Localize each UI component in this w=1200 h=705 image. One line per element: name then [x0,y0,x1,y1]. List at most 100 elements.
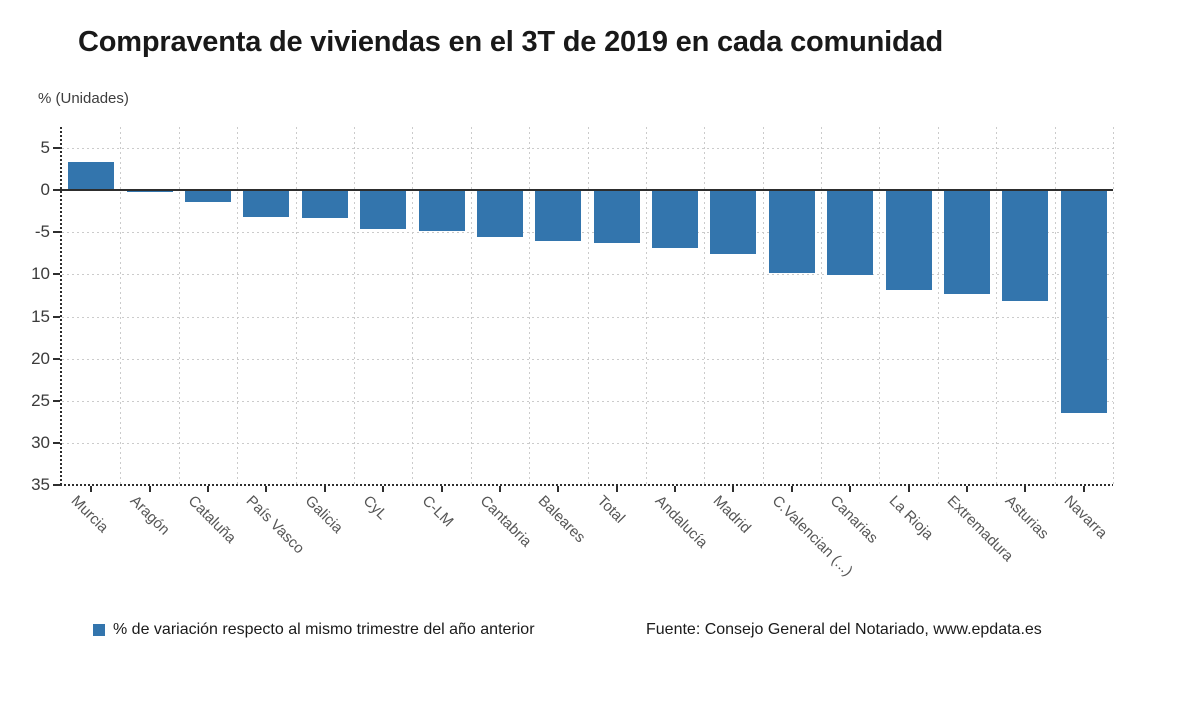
x-axis-tick [148,486,151,492]
chart-title: Compraventa de viviendas en el 3T de 201… [78,26,943,58]
bar-madrid[interactable] [710,190,757,255]
x-axis-tick [849,486,852,492]
vertical-gridline [996,127,998,485]
y-axis-tick-label: 30 [31,432,50,452]
x-axis-category-label: Baleares [534,492,589,547]
vertical-gridline [879,127,881,485]
bar-total[interactable] [593,190,640,244]
y-axis-tick-label: 10 [31,264,50,284]
x-axis-tick [674,486,677,492]
horizontal-gridline [62,400,1113,402]
legend-row: % de variación respecto al mismo trimest… [0,616,1200,646]
x-axis-category-label: C-LM [418,492,457,531]
bar-murcia[interactable] [68,162,115,191]
vertical-gridline [821,127,823,485]
x-axis-category-label: Asturias [1002,492,1053,543]
x-axis-tick [498,486,501,492]
x-axis-tick [1082,486,1085,492]
x-axis-category-label: Galicia [301,492,346,537]
bar-andaluc-a[interactable] [652,190,699,249]
x-axis-category-label: Cantabria [476,492,535,551]
y-axis-tick-label: 35 [31,475,50,494]
x-axis-category-label: Aragón [126,492,173,539]
vertical-gridline [178,127,180,485]
y-axis-tick [53,231,60,234]
vertical-gridline [529,127,531,485]
y-axis-tick-label: -5 [34,222,50,242]
x-axis-category-label: País Vasco [243,492,308,558]
vertical-gridline [1054,127,1056,485]
x-axis-tick [90,486,93,492]
x-axis-category-label: Total [593,492,628,527]
vertical-gridline [1113,127,1114,485]
bar-c-lm[interactable] [418,190,465,231]
y-axis-tick-label: 0 [40,180,50,200]
x-axis-tick [966,486,969,492]
vertical-gridline [587,127,589,485]
horizontal-gridline [62,316,1113,318]
y-axis-tick-label: 20 [31,348,50,368]
y-axis-tick [53,273,60,276]
bar-canarias[interactable] [827,190,874,276]
bar-cyl[interactable] [360,190,407,229]
bar-cantabria[interactable] [476,190,523,237]
y-axis-tick [53,147,60,150]
x-axis-tick [265,486,268,492]
y-axis-tick [53,441,60,444]
x-axis-tick [440,486,443,492]
y-axis-tick-label: 5 [40,138,50,158]
horizontal-gridline [62,232,1113,234]
vertical-gridline [237,127,239,485]
x-axis-tick [790,486,793,492]
bar-catalu-a[interactable] [184,190,231,202]
y-axis-tick [53,315,60,318]
x-axis-tick [557,486,560,492]
x-axis-category-label: CyL [359,492,391,524]
vertical-gridline [937,127,939,485]
bar-baleares[interactable] [535,190,582,241]
y-axis-tick [53,399,60,402]
x-axis-tick [907,486,910,492]
x-axis-category-label: Andalucía [651,492,711,552]
source-attribution: Fuente: Consejo General del Notariado, w… [646,621,1042,638]
horizontal-gridline [62,442,1113,444]
horizontal-gridline [62,358,1113,360]
bar-galicia[interactable] [301,190,348,218]
x-axis-tick [382,486,385,492]
y-axis-tick [53,484,60,486]
bar-navarra[interactable] [1060,190,1107,414]
bar-c-valencian[interactable] [768,190,815,273]
horizontal-gridline [62,148,1113,150]
y-axis-line [60,127,62,485]
x-axis-tick [323,486,326,492]
bar-asturias[interactable] [1002,190,1049,302]
x-axis-line [60,484,1113,486]
zero-baseline [60,189,1113,192]
bar-extremadura[interactable] [944,190,991,294]
y-axis-unit-label: % (Unidades) [38,90,129,107]
x-axis-category-label: Madrid [710,492,755,537]
x-axis-category-label: Murcia [67,492,112,537]
x-axis-tick [732,486,735,492]
bar-pa-s-vasco[interactable] [243,190,290,218]
vertical-gridline [470,127,472,485]
horizontal-gridline [62,274,1113,276]
bar-la-rioja[interactable] [885,190,932,291]
vertical-gridline [120,127,122,485]
vertical-gridline [704,127,706,485]
legend-marker-square [93,624,105,636]
x-axis-tick [615,486,618,492]
vertical-gridline [295,127,297,485]
legend-series-label[interactable]: % de variación respecto al mismo trimest… [113,621,535,638]
vertical-gridline [762,127,764,485]
x-axis-tick [1024,486,1027,492]
y-axis-tick [53,357,60,360]
vertical-gridline [412,127,414,485]
x-axis-tick [206,486,209,492]
y-axis-tick-label: 25 [31,390,50,410]
x-axis-category-label: La Rioja [885,492,937,544]
x-axis-category-label: Navarra [1060,492,1111,543]
vertical-gridline [353,127,355,485]
